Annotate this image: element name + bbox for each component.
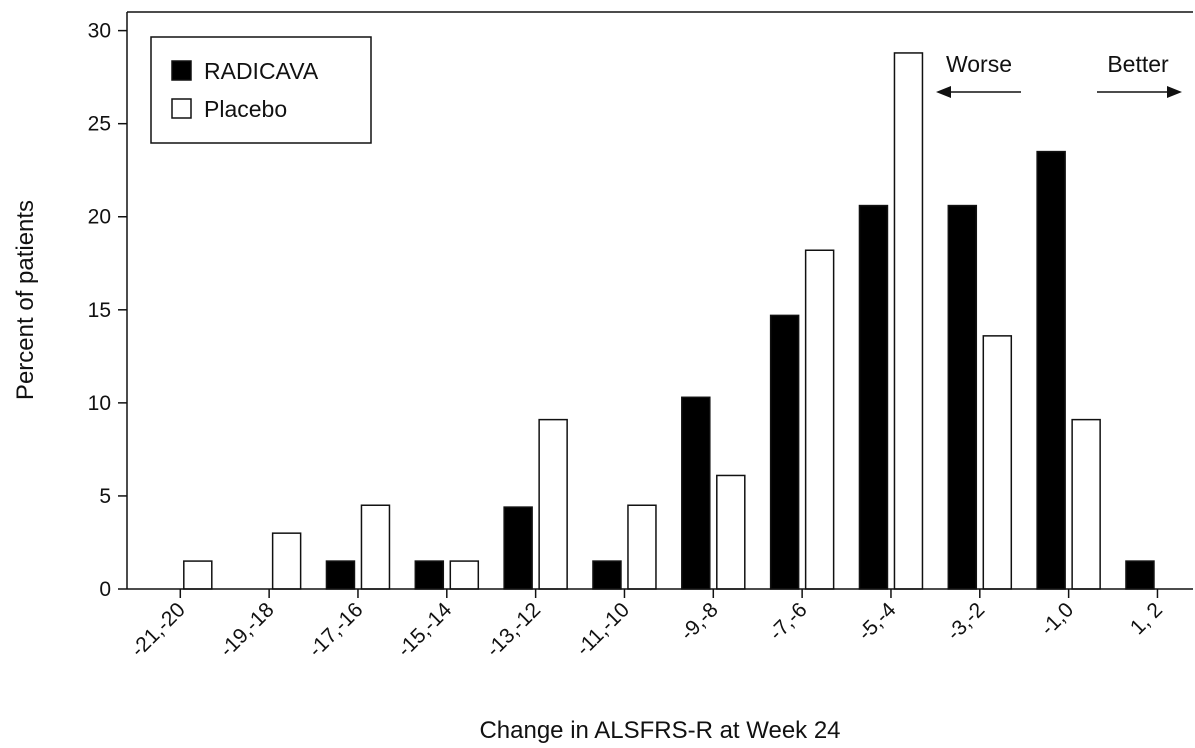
axes-layer (126, 11, 1193, 590)
bar-placebo-9 (982, 335, 1013, 590)
bar-radicava-9 (947, 204, 978, 590)
legend-swatch-placebo (171, 98, 192, 119)
y-tick-label-0: 0 (99, 578, 111, 601)
bar-radicava-3 (414, 560, 445, 590)
bar-placebo-8 (893, 52, 924, 590)
arrow-worse-head (936, 86, 951, 98)
bar-placebo-3 (449, 560, 480, 590)
bar-radicava-2 (325, 560, 356, 590)
y-tick-label-25: 25 (88, 113, 111, 136)
x-tick-label-3: -15,-14 (393, 598, 457, 662)
x-tick-label-2: -17,-16 (304, 598, 367, 661)
x-tick-label-4: -13,-12 (482, 598, 545, 661)
bar-radicava-11 (1125, 560, 1155, 590)
x-tick-label-11: 1, 2 (1126, 598, 1167, 639)
annotation-better: Better (1107, 51, 1169, 77)
x-tick-label-0: -21,-20 (127, 598, 190, 661)
bar-placebo-4 (538, 418, 568, 590)
legend: RADICAVA Placebo (150, 36, 372, 144)
bar-placebo-7 (804, 249, 835, 590)
x-tick-label-6: -9,-8 (676, 598, 723, 645)
annotations: Worse Better (936, 51, 1182, 98)
bar-radicava-8 (858, 204, 889, 590)
x-tick-label-5: -11,-10 (572, 598, 634, 660)
y-tick-label-20: 20 (88, 206, 111, 229)
y-tick-label-30: 30 (88, 20, 111, 43)
x-axis-title: Change in ALSFRS-R at Week 24 (479, 717, 840, 744)
y-axis-title: Percent of patients (12, 200, 39, 400)
legend-swatch-radicava (171, 60, 192, 81)
bar-placebo-1 (271, 532, 302, 590)
y-tick-label-5: 5 (99, 485, 111, 508)
y-tick-label-10: 10 (88, 392, 111, 415)
bars-layer (183, 52, 1155, 590)
arrow-better-head (1167, 86, 1182, 98)
legend-label-placebo: Placebo (204, 96, 287, 122)
bar-placebo-6 (716, 474, 746, 590)
x-tick-label-1: -19,-18 (215, 598, 278, 661)
x-tick-label-9: -3,-2 (943, 598, 990, 645)
annotation-worse: Worse (946, 51, 1012, 77)
bar-placebo-2 (360, 504, 391, 590)
bar-radicava-4 (503, 506, 533, 590)
bar-radicava-6 (681, 396, 711, 590)
bar-radicava-5 (592, 560, 622, 590)
bar-placebo-10 (1071, 418, 1101, 590)
x-tick-label-7: -7,-6 (765, 598, 812, 645)
bar-placebo-5 (627, 504, 657, 590)
x-tick-label-8: -5,-4 (854, 598, 901, 645)
legend-box (150, 36, 372, 144)
x-tick-label-10: -1,0 (1036, 598, 1078, 640)
bar-placebo-0 (183, 560, 213, 590)
legend-label-radicava: RADICAVA (204, 58, 319, 84)
bar-radicava-10 (1036, 150, 1066, 590)
bar-radicava-7 (769, 314, 800, 590)
y-tick-label-15: 15 (88, 299, 111, 322)
